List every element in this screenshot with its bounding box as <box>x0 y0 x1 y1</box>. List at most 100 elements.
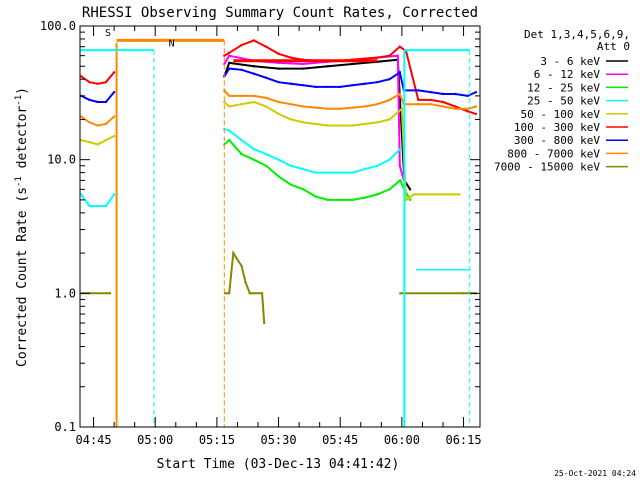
series-point <box>88 121 91 124</box>
series-point <box>339 171 342 174</box>
series-point <box>429 90 432 94</box>
series-point <box>425 193 428 196</box>
series-point <box>265 152 268 156</box>
series-point <box>302 188 305 191</box>
legend-label: 12 - 25 keV <box>527 81 600 94</box>
series-point <box>228 129 231 132</box>
series-point <box>339 107 342 111</box>
series-point <box>277 158 280 161</box>
series-point <box>441 100 445 104</box>
series-point <box>326 107 330 111</box>
series-point <box>376 193 379 196</box>
series-point <box>104 80 108 84</box>
series-point <box>104 204 108 208</box>
series-point <box>326 124 330 127</box>
series-point <box>244 281 247 284</box>
series-point <box>396 54 399 57</box>
series-point <box>265 76 268 79</box>
series-7 <box>80 89 478 127</box>
series-point <box>265 45 268 48</box>
series-point <box>363 167 367 171</box>
series-point <box>302 105 305 108</box>
annotation-layer: SN <box>80 28 471 427</box>
series-point <box>289 118 293 121</box>
series-point <box>277 80 280 84</box>
series-point <box>376 102 379 106</box>
series-line <box>80 135 115 146</box>
series-point <box>277 112 280 116</box>
series-point <box>302 167 305 171</box>
series-point <box>104 122 108 126</box>
series-point <box>88 141 91 144</box>
series-point <box>388 77 391 81</box>
series-point <box>80 138 83 142</box>
series-point <box>265 164 268 167</box>
series-point <box>289 164 293 167</box>
series-point <box>399 179 402 182</box>
series-point <box>441 92 445 96</box>
series-point <box>376 80 379 84</box>
series-point <box>429 98 432 102</box>
series-point <box>240 43 243 47</box>
series-point <box>302 84 305 87</box>
x-tick-label: 05:00 <box>137 433 173 447</box>
series-point <box>260 292 264 295</box>
series-point <box>314 171 317 174</box>
series-point <box>252 158 256 161</box>
series-point <box>437 193 441 196</box>
series-point <box>112 193 116 196</box>
series-point <box>277 61 280 65</box>
series-point <box>232 251 235 255</box>
x-tick-label: 05:15 <box>199 433 235 447</box>
y-axis-label: Corrected Count Rate (s-1 detector-1) <box>14 87 30 367</box>
legend-label: 800 - 7000 keV <box>507 147 600 160</box>
series-point <box>277 67 280 70</box>
series-point <box>399 292 402 295</box>
series-point <box>417 98 420 102</box>
series-point <box>265 96 268 100</box>
series-point <box>302 62 305 66</box>
series-point <box>112 90 116 94</box>
series-point <box>96 204 99 208</box>
legend-label: 7000 - 15000 keV <box>494 161 600 174</box>
y-axis: 0.1 1.0 10.0 100.0 <box>40 19 480 434</box>
series-point <box>96 100 99 104</box>
series-line <box>80 71 115 85</box>
series-point <box>398 71 402 74</box>
series-point <box>351 198 354 202</box>
series-point <box>351 84 354 87</box>
saa-label: S <box>105 28 111 39</box>
series-point <box>326 85 330 89</box>
series-point <box>388 158 391 161</box>
series-point <box>339 85 342 89</box>
y-tick-label: 100.0 <box>40 19 76 33</box>
series-point <box>466 107 469 111</box>
series-line <box>223 100 460 202</box>
series-point <box>314 122 317 126</box>
series-point <box>88 204 91 208</box>
legend-label: 25 - 50 keV <box>527 95 600 108</box>
series-point <box>408 198 412 202</box>
series-point <box>289 102 293 106</box>
series-point <box>277 100 280 104</box>
series-point <box>228 138 231 142</box>
series-point <box>252 100 256 104</box>
series-point <box>228 51 231 55</box>
series-point <box>474 112 478 116</box>
series-point <box>363 105 367 108</box>
plot-frame <box>79 25 481 428</box>
series-point <box>450 193 453 196</box>
legend-header: Det 1,3,4,5,6,9, <box>524 28 630 41</box>
series-point <box>88 80 91 84</box>
series-point <box>289 82 293 85</box>
series-point <box>466 110 469 113</box>
series-point <box>429 102 432 106</box>
series-8 <box>80 250 478 325</box>
series-point <box>458 193 461 196</box>
series-point <box>262 321 266 325</box>
series-point <box>454 105 457 108</box>
series-point <box>228 54 231 57</box>
series-point <box>388 118 391 121</box>
series-point <box>88 98 91 102</box>
